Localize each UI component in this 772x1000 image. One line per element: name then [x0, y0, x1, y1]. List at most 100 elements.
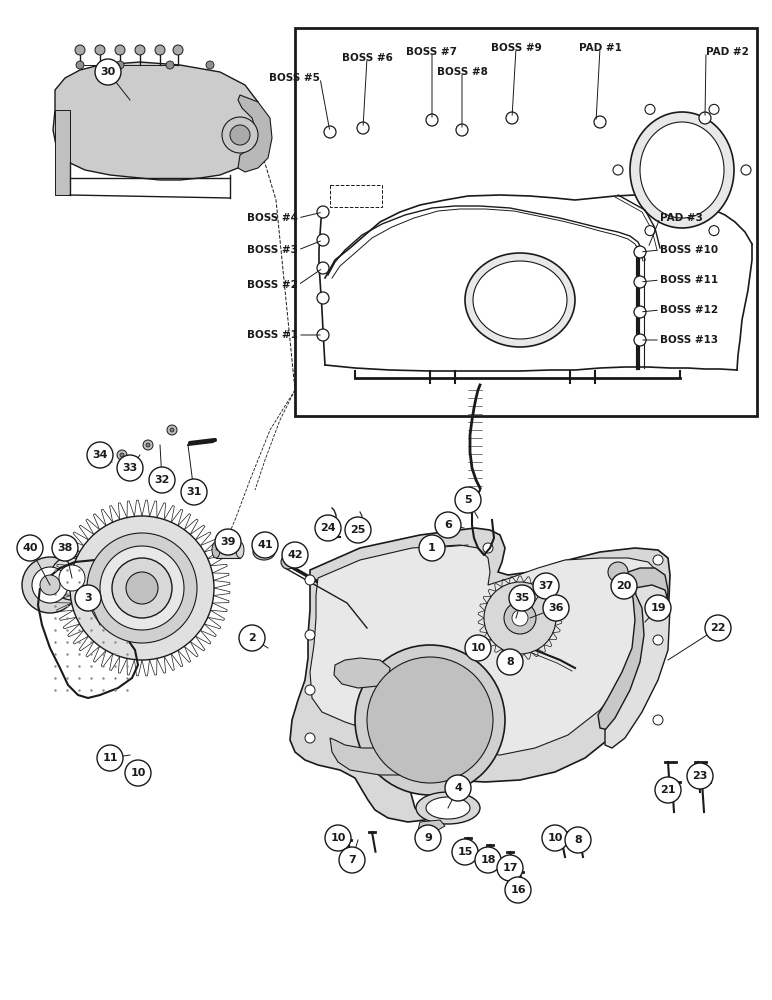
Circle shape: [125, 760, 151, 786]
Ellipse shape: [258, 548, 270, 556]
Circle shape: [126, 572, 158, 604]
Circle shape: [709, 226, 719, 236]
Circle shape: [653, 555, 663, 565]
Circle shape: [324, 126, 336, 138]
Circle shape: [181, 479, 207, 505]
Text: BOSS #12: BOSS #12: [660, 305, 718, 315]
Circle shape: [317, 329, 329, 341]
Text: 10: 10: [547, 833, 563, 843]
Circle shape: [613, 165, 623, 175]
Circle shape: [543, 595, 569, 621]
Circle shape: [608, 562, 628, 582]
Circle shape: [325, 825, 351, 851]
Text: 25: 25: [350, 525, 366, 535]
Circle shape: [455, 487, 481, 513]
Text: 22: 22: [710, 623, 726, 633]
Text: 36: 36: [548, 603, 564, 613]
Circle shape: [252, 532, 278, 558]
Text: 20: 20: [616, 581, 631, 591]
Polygon shape: [605, 585, 670, 748]
Text: 37: 37: [538, 581, 554, 591]
Circle shape: [95, 45, 105, 55]
Ellipse shape: [465, 253, 575, 347]
Circle shape: [512, 610, 528, 626]
Circle shape: [239, 625, 265, 651]
Text: 4: 4: [454, 783, 462, 793]
Circle shape: [95, 59, 121, 85]
Circle shape: [59, 565, 85, 591]
Circle shape: [475, 847, 501, 873]
Ellipse shape: [236, 542, 244, 558]
Circle shape: [206, 61, 214, 69]
Circle shape: [112, 558, 172, 618]
Circle shape: [170, 428, 174, 432]
Text: 15: 15: [457, 847, 472, 857]
Circle shape: [167, 425, 177, 435]
Circle shape: [52, 535, 78, 561]
Text: 9: 9: [424, 833, 432, 843]
Circle shape: [705, 615, 731, 641]
Text: PAD #2: PAD #2: [706, 47, 749, 57]
Circle shape: [87, 533, 197, 643]
Circle shape: [93, 457, 103, 467]
Circle shape: [317, 262, 329, 274]
Text: 39: 39: [220, 537, 235, 547]
Ellipse shape: [416, 792, 480, 824]
Circle shape: [594, 116, 606, 128]
Circle shape: [445, 775, 471, 801]
Circle shape: [645, 104, 655, 114]
Circle shape: [117, 450, 127, 460]
Ellipse shape: [426, 797, 470, 819]
Circle shape: [155, 45, 165, 55]
Ellipse shape: [630, 112, 734, 228]
Text: 16: 16: [510, 885, 526, 895]
Text: 34: 34: [92, 450, 108, 460]
Polygon shape: [598, 568, 668, 730]
Circle shape: [653, 715, 663, 725]
Circle shape: [166, 61, 174, 69]
Text: 3: 3: [84, 593, 92, 603]
Text: 33: 33: [123, 463, 137, 473]
Text: 35: 35: [514, 593, 530, 603]
Circle shape: [70, 516, 214, 660]
Text: 18: 18: [480, 855, 496, 865]
Polygon shape: [310, 545, 658, 790]
Circle shape: [653, 635, 663, 645]
Text: 24: 24: [320, 523, 336, 533]
Text: 38: 38: [57, 543, 73, 553]
Circle shape: [505, 877, 531, 903]
Text: 31: 31: [186, 487, 201, 497]
Circle shape: [645, 226, 655, 236]
Circle shape: [281, 555, 295, 569]
Circle shape: [645, 595, 671, 621]
Circle shape: [135, 45, 145, 55]
Text: 40: 40: [22, 543, 38, 553]
Text: BOSS #13: BOSS #13: [660, 335, 718, 345]
Circle shape: [87, 442, 113, 468]
Circle shape: [143, 440, 153, 450]
Text: BOSS #10: BOSS #10: [660, 245, 718, 255]
Text: 10: 10: [130, 768, 146, 778]
Circle shape: [419, 535, 445, 561]
Circle shape: [282, 542, 308, 568]
Text: 8: 8: [574, 835, 582, 845]
Text: 23: 23: [692, 771, 708, 781]
Circle shape: [305, 733, 315, 743]
Circle shape: [504, 602, 536, 634]
Text: BOSS #9: BOSS #9: [491, 43, 541, 53]
Polygon shape: [290, 528, 670, 822]
Circle shape: [149, 467, 175, 493]
Circle shape: [120, 453, 124, 457]
Polygon shape: [330, 738, 410, 775]
Ellipse shape: [253, 544, 275, 560]
Ellipse shape: [640, 122, 724, 218]
Circle shape: [655, 777, 681, 803]
Text: 7: 7: [348, 855, 356, 865]
Circle shape: [456, 124, 468, 136]
Circle shape: [22, 557, 78, 613]
Ellipse shape: [473, 261, 567, 339]
Text: 10: 10: [470, 643, 486, 653]
Circle shape: [76, 61, 84, 69]
Circle shape: [357, 122, 369, 134]
Text: 21: 21: [660, 785, 676, 795]
